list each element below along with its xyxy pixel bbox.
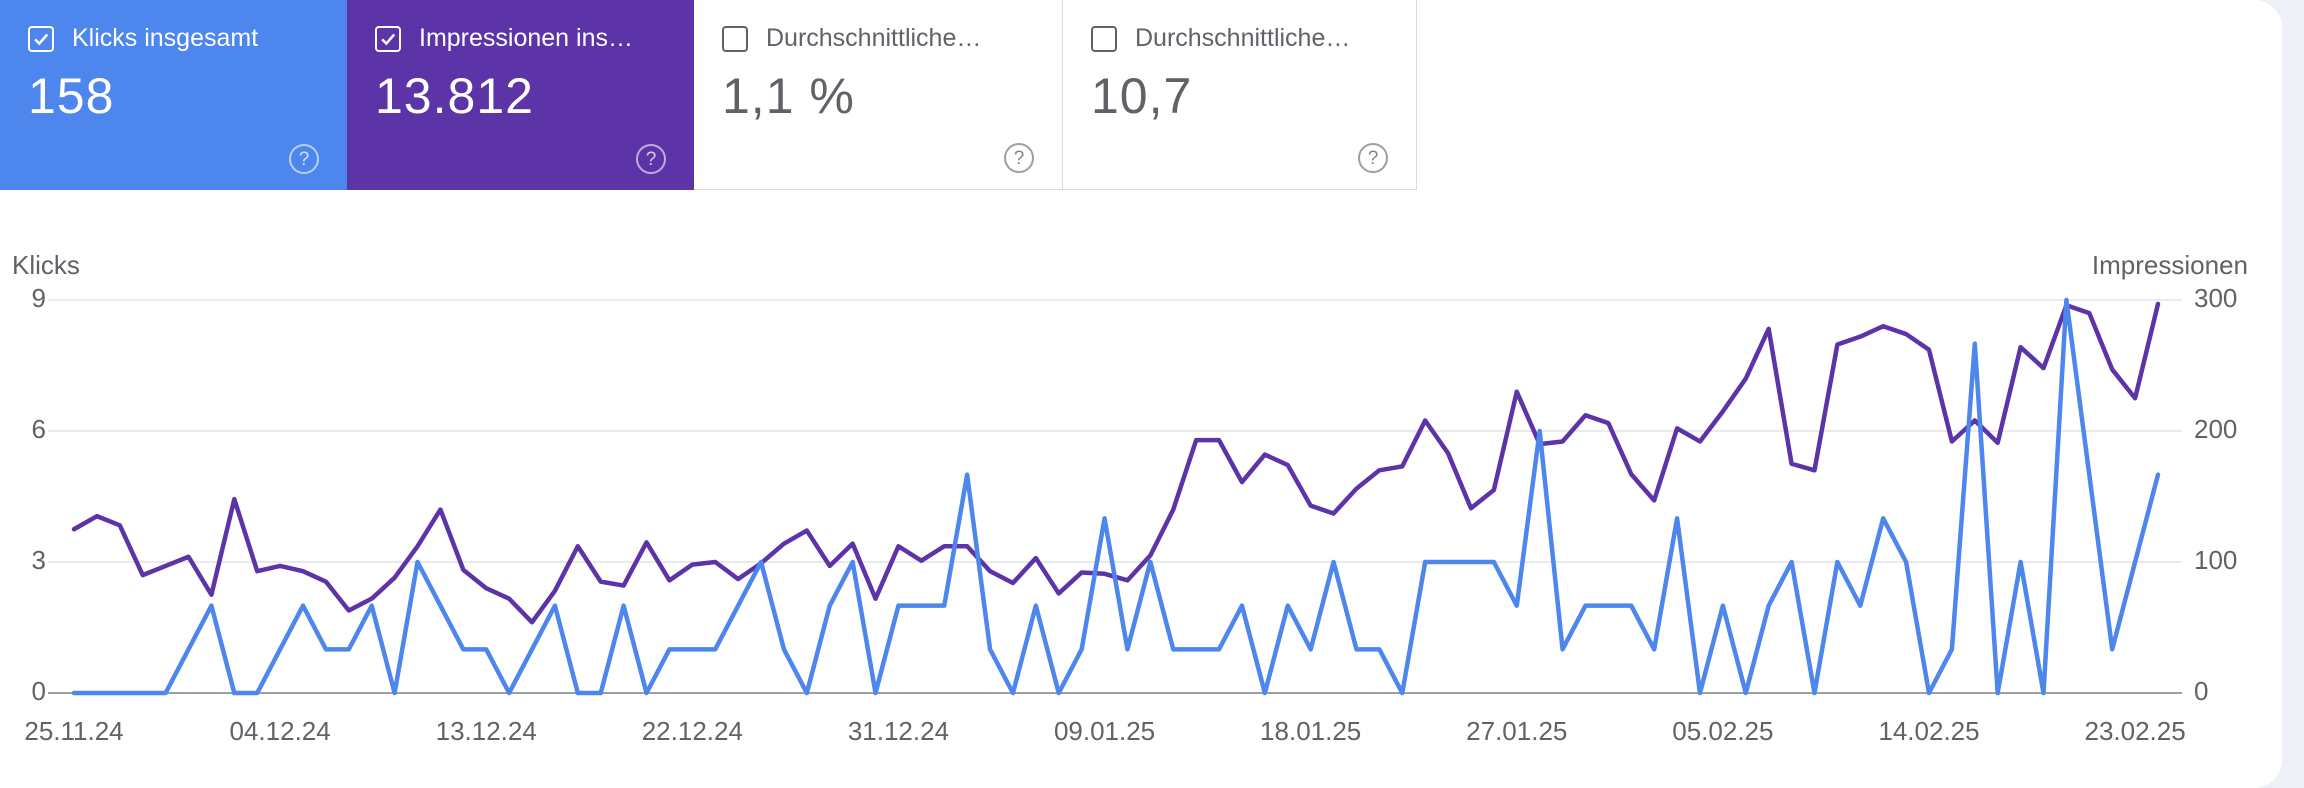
card-total-clicks[interactable]: Klicks insgesamt 158 ? — [0, 0, 347, 190]
help-icon[interactable]: ? — [1004, 143, 1034, 173]
x-tick-13.12.24: 13.12.24 — [435, 716, 537, 746]
checkmark-icon — [34, 33, 49, 45]
card-total-clicks-value: 158 — [28, 68, 115, 124]
y-tick-left-0: 0 — [31, 676, 46, 706]
metric-cards: Klicks insgesamt 158 ? Impressionen ins…… — [0, 0, 2282, 190]
y-tick-left-9: 9 — [31, 283, 46, 313]
help-icon[interactable]: ? — [289, 144, 319, 174]
help-icon[interactable]: ? — [1358, 143, 1388, 173]
help-icon[interactable]: ? — [636, 144, 666, 174]
x-tick-23.02.25: 23.02.25 — [2084, 716, 2186, 746]
card-average-ctr[interactable]: Durchschnittliche… 1,1 % ? — [694, 0, 1062, 190]
x-tick-25.11.24: 25.11.24 — [24, 716, 124, 746]
y-tick-left-6: 6 — [31, 414, 46, 444]
x-tick-31.12.24: 31.12.24 — [847, 716, 950, 746]
card-total-impressions[interactable]: Impressionen ins… 13.812 ? — [347, 0, 694, 190]
right-axis-title: Impressionen — [2091, 250, 2248, 280]
card-total-impressions-value: 13.812 — [375, 68, 534, 124]
card-average-ctr-value: 1,1 % — [722, 68, 855, 124]
x-tick-05.02.25: 05.02.25 — [1672, 716, 1774, 746]
checkbox-average-position-unchecked[interactable] — [1091, 25, 1117, 52]
y-tick-right-100: 100 — [2194, 545, 2238, 575]
y-tick-right-300: 300 — [2194, 283, 2238, 313]
left-axis-title: Klicks — [12, 250, 80, 280]
x-tick-14.02.25: 14.02.25 — [1878, 716, 1980, 746]
impressionen-line[interactable] — [71, 301, 2161, 625]
x-tick-04.12.24: 04.12.24 — [229, 716, 331, 746]
checkbox-average-ctr-unchecked[interactable] — [722, 25, 748, 52]
y-tick-right-0: 0 — [2194, 676, 2209, 706]
x-tick-27.01.25: 27.01.25 — [1466, 716, 1568, 746]
card-average-position-value: 10,7 — [1091, 68, 1193, 124]
x-tick-22.12.24: 22.12.24 — [641, 716, 743, 746]
checkbox-total-clicks-checked[interactable] — [28, 25, 54, 52]
klicks-line[interactable] — [71, 297, 2161, 696]
x-tick-18.01.25: 18.01.25 — [1260, 716, 1362, 746]
card-average-position-label: Durchschnittliche… — [1135, 24, 1351, 52]
card-average-position[interactable]: Durchschnittliche… 10,7 ? — [1062, 0, 1417, 190]
x-tick-09.01.25: 09.01.25 — [1053, 716, 1156, 746]
card-average-ctr-label: Durchschnittliche… — [766, 24, 982, 52]
y-tick-right-200: 200 — [2194, 414, 2238, 444]
card-total-impressions-label: Impressionen ins… — [419, 24, 633, 52]
checkmark-icon — [381, 33, 396, 45]
card-total-clicks-label: Klicks insgesamt — [72, 24, 259, 52]
checkbox-total-impressions-checked[interactable] — [375, 25, 401, 52]
y-tick-left-3: 3 — [31, 545, 46, 575]
